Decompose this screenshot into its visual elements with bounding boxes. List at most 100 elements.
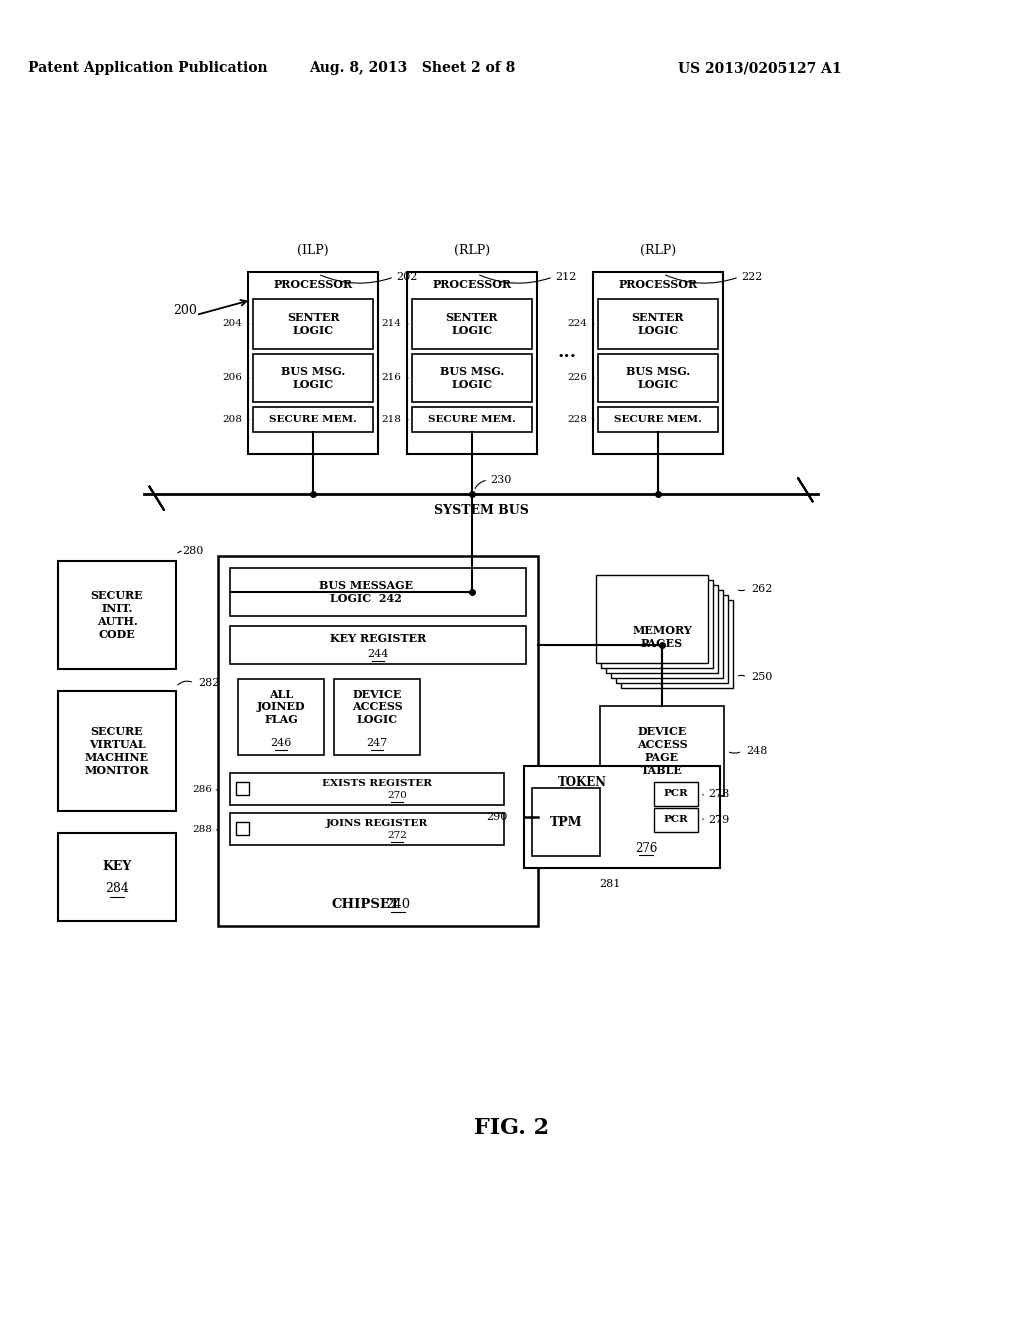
- Text: PROCESSOR: PROCESSOR: [618, 280, 697, 290]
- Bar: [230, 813, 504, 845]
- Bar: [248, 272, 378, 454]
- Text: TPM: TPM: [550, 816, 583, 829]
- Text: BUS MSG.
LOGIC: BUS MSG. LOGIC: [626, 366, 690, 389]
- Text: PCR: PCR: [664, 816, 688, 825]
- Bar: [412, 300, 532, 348]
- Text: JOINS REGISTER: JOINS REGISTER: [326, 818, 428, 828]
- Text: ...: ...: [557, 343, 577, 360]
- Text: SECURE MEM.: SECURE MEM.: [269, 414, 357, 424]
- Text: EXISTS REGISTER: EXISTS REGISTER: [322, 779, 432, 788]
- Bar: [616, 595, 728, 682]
- Text: 246: 246: [270, 738, 292, 748]
- Bar: [598, 300, 718, 348]
- Text: 214: 214: [381, 319, 401, 329]
- Text: DEVICE
ACCESS
LOGIC: DEVICE ACCESS LOGIC: [351, 689, 402, 725]
- Bar: [236, 822, 249, 836]
- Text: 230: 230: [490, 475, 511, 484]
- Text: SENTER
LOGIC: SENTER LOGIC: [632, 312, 684, 335]
- Text: SECURE
INIT.
AUTH.
CODE: SECURE INIT. AUTH. CODE: [91, 590, 143, 640]
- Text: 270: 270: [387, 792, 407, 800]
- Bar: [230, 774, 504, 805]
- Text: (ILP): (ILP): [297, 243, 329, 256]
- Text: 278: 278: [708, 789, 729, 799]
- Text: SECURE
VIRTUAL
MACHINE
MONITOR: SECURE VIRTUAL MACHINE MONITOR: [85, 726, 150, 776]
- Text: 202: 202: [396, 272, 418, 282]
- Text: 240: 240: [385, 898, 411, 911]
- Text: PROCESSOR: PROCESSOR: [273, 280, 352, 290]
- Text: 279: 279: [708, 814, 729, 825]
- Text: 218: 218: [381, 414, 401, 424]
- Text: 216: 216: [381, 374, 401, 383]
- Text: KEY: KEY: [102, 861, 132, 874]
- Text: 212: 212: [555, 272, 577, 282]
- Text: 204: 204: [222, 319, 242, 329]
- Bar: [230, 626, 526, 664]
- Bar: [218, 556, 538, 927]
- Bar: [238, 678, 324, 755]
- Text: 226: 226: [567, 374, 587, 383]
- Text: 244: 244: [368, 649, 389, 659]
- Text: SYSTEM BUS: SYSTEM BUS: [433, 503, 528, 516]
- Bar: [253, 300, 373, 348]
- Bar: [407, 272, 537, 454]
- Bar: [600, 706, 724, 796]
- Text: KEY REGISTER: KEY REGISTER: [330, 632, 426, 644]
- Text: Aug. 8, 2013   Sheet 2 of 8: Aug. 8, 2013 Sheet 2 of 8: [309, 61, 515, 75]
- Text: ALL
JOINED
FLAG: ALL JOINED FLAG: [257, 689, 305, 725]
- Text: FIG. 2: FIG. 2: [474, 1117, 550, 1139]
- Text: 248: 248: [746, 746, 767, 756]
- Text: CHIPSET: CHIPSET: [332, 898, 400, 911]
- Bar: [524, 766, 720, 869]
- Text: 280: 280: [182, 546, 204, 556]
- Bar: [58, 690, 176, 810]
- Text: 228: 228: [567, 414, 587, 424]
- Bar: [236, 781, 249, 795]
- Text: Patent Application Publication: Patent Application Publication: [29, 61, 268, 75]
- Bar: [58, 833, 176, 921]
- Bar: [654, 808, 698, 832]
- Bar: [253, 407, 373, 432]
- Text: DEVICE
ACCESS
PAGE
TABLE: DEVICE ACCESS PAGE TABLE: [637, 726, 687, 776]
- Bar: [621, 601, 733, 688]
- Text: BUS MSG.
LOGIC: BUS MSG. LOGIC: [281, 366, 345, 389]
- Bar: [601, 579, 713, 668]
- Text: SENTER
LOGIC: SENTER LOGIC: [445, 312, 499, 335]
- Bar: [58, 561, 176, 669]
- Text: PROCESSOR: PROCESSOR: [432, 280, 512, 290]
- Text: 276: 276: [635, 842, 657, 854]
- Text: 288: 288: [193, 825, 212, 833]
- Text: (RLP): (RLP): [640, 243, 676, 256]
- Bar: [593, 272, 723, 454]
- Text: BUS MSG.
LOGIC: BUS MSG. LOGIC: [440, 366, 504, 389]
- Text: 272: 272: [387, 832, 407, 841]
- Bar: [596, 576, 708, 663]
- Text: 281: 281: [599, 879, 621, 888]
- Text: 286: 286: [193, 784, 212, 793]
- Text: TOKEN: TOKEN: [557, 776, 606, 788]
- Bar: [230, 568, 526, 616]
- Text: 290: 290: [486, 812, 508, 822]
- Text: SECURE MEM.: SECURE MEM.: [614, 414, 701, 424]
- Text: 208: 208: [222, 414, 242, 424]
- Text: 282: 282: [198, 678, 219, 688]
- Bar: [253, 354, 373, 403]
- Text: 247: 247: [367, 738, 388, 748]
- Bar: [412, 354, 532, 403]
- Bar: [606, 585, 718, 673]
- Text: MEMORY
PAGES: MEMORY PAGES: [632, 626, 692, 649]
- Text: (RLP): (RLP): [454, 243, 490, 256]
- Text: SECURE MEM.: SECURE MEM.: [428, 414, 516, 424]
- Text: US 2013/0205127 A1: US 2013/0205127 A1: [678, 61, 842, 75]
- Bar: [412, 407, 532, 432]
- Bar: [532, 788, 600, 855]
- Text: 206: 206: [222, 374, 242, 383]
- Text: 250: 250: [751, 672, 772, 682]
- Text: SENTER
LOGIC: SENTER LOGIC: [287, 312, 339, 335]
- Text: 200: 200: [173, 304, 197, 317]
- Text: 262: 262: [751, 583, 772, 594]
- Bar: [654, 781, 698, 807]
- Text: BUS MESSAGE
LOGIC  242: BUS MESSAGE LOGIC 242: [318, 579, 413, 605]
- Text: 224: 224: [567, 319, 587, 329]
- Bar: [598, 407, 718, 432]
- Text: 222: 222: [741, 272, 763, 282]
